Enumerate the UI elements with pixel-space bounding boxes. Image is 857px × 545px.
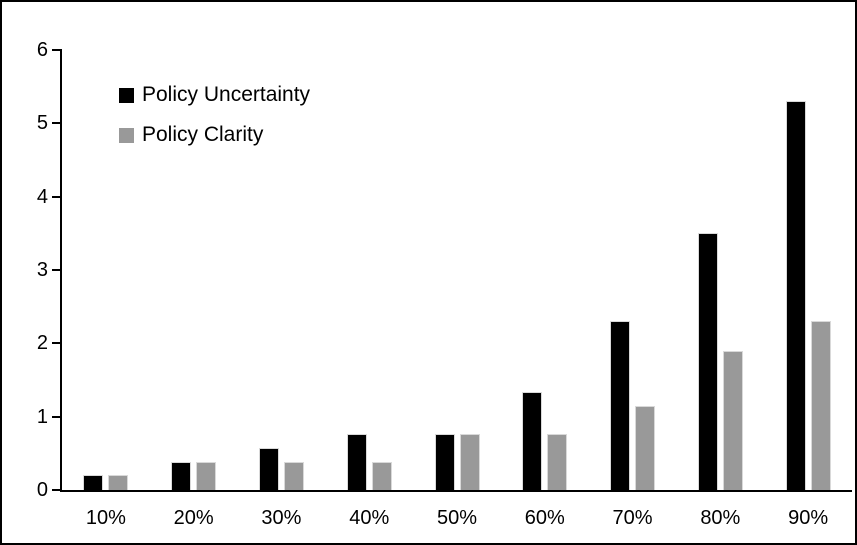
bar-policy-uncertainty-30% (258, 448, 279, 490)
y-axis-label: 4 (36, 185, 48, 208)
x-axis-label: 60% (524, 507, 565, 529)
x-axis-label: 40% (349, 507, 390, 529)
y-axis-tick (52, 195, 62, 198)
bar-policy-clarity-90% (810, 321, 831, 490)
bar-policy-clarity-50% (459, 433, 480, 490)
y-axis-label: 0 (36, 479, 48, 501)
bar-policy-clarity-30% (283, 462, 304, 490)
legend-label-policy-uncertainty: Policy Uncertainty (142, 83, 311, 106)
bar-policy-clarity-60% (547, 433, 568, 490)
bar-policy-uncertainty-80% (697, 233, 718, 490)
y-axis-label: 1 (36, 405, 48, 428)
legend-item-policy-clarity: Policy Clarity (119, 123, 310, 146)
bar-policy-clarity-10% (108, 475, 129, 490)
y-axis-label: 6 (36, 39, 48, 61)
y-axis-tick (52, 489, 62, 491)
y-axis-tick (52, 269, 62, 271)
bar-policy-clarity-70% (635, 405, 656, 490)
x-axis-label: 20% (173, 507, 214, 529)
legend: Policy Uncertainty Policy Clarity (119, 83, 311, 146)
bar-policy-clarity-40% (371, 462, 392, 490)
bar-policy-uncertainty-60% (522, 392, 543, 490)
bar-policy-uncertainty-20% (171, 462, 192, 490)
x-axis-label: 80% (700, 507, 741, 529)
plot-area: 0 1 2 3 4 5 6 10% 20% 30% 40% 50% 60% 70% 80% 90% (37, 39, 852, 529)
bar-policy-uncertainty-70% (610, 321, 631, 490)
bar-policy-clarity-80% (722, 350, 743, 490)
bar-policy-uncertainty-50% (434, 433, 455, 490)
legend-label-policy-clarity: Policy Clarity (142, 123, 264, 146)
y-axis-tick (52, 342, 62, 345)
legend-swatch-policy-clarity (119, 127, 134, 143)
y-axis-tick (52, 49, 62, 51)
bar-policy-uncertainty-90% (785, 101, 806, 490)
x-axis-label: 10% (85, 507, 126, 529)
legend-item-policy-uncertainty: Policy Uncertainty (119, 83, 311, 106)
x-axis-label: 70% (612, 507, 653, 529)
x-axis-label: 30% (261, 507, 302, 529)
x-axis-label: 50% (436, 507, 478, 529)
bar-policy-clarity-20% (196, 462, 217, 490)
bar-policy-uncertainty-10% (83, 475, 104, 490)
x-axis-label: 90% (788, 507, 829, 529)
y-axis-tick (52, 122, 62, 125)
y-axis-label: 5 (36, 112, 48, 135)
legend-swatch-policy-uncertainty (119, 87, 134, 103)
y-axis-label: 2 (36, 332, 48, 355)
y-axis-label: 3 (36, 259, 48, 281)
y-axis-tick (52, 415, 62, 418)
bar-policy-uncertainty-40% (346, 433, 367, 490)
